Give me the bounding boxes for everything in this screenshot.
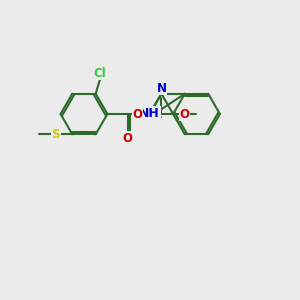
Text: O: O [133,108,143,121]
Text: N: N [156,82,167,95]
Text: NH: NH [139,106,160,120]
Text: S: S [52,128,60,141]
Text: O: O [123,131,133,145]
Text: Cl: Cl [94,67,106,80]
Text: O: O [180,108,190,121]
